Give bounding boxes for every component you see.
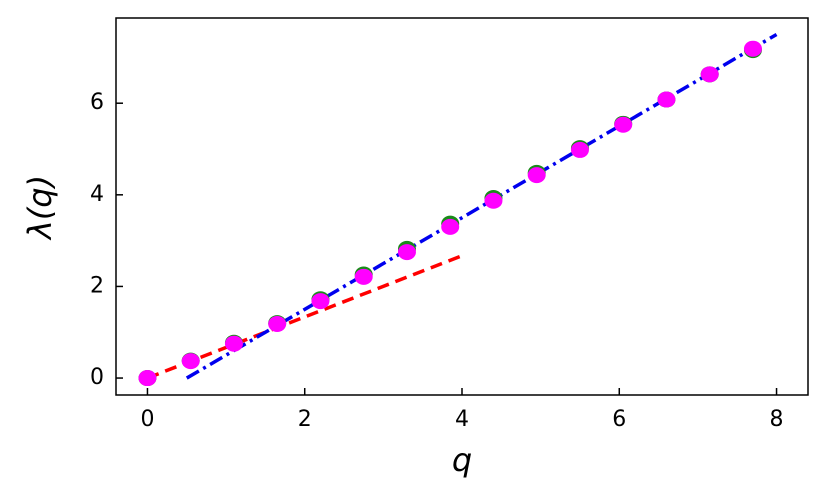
- x-axis-label: q: [452, 441, 472, 479]
- y-tick-label: 2: [90, 273, 104, 298]
- point: [570, 141, 589, 158]
- point: [181, 353, 200, 370]
- point: [224, 335, 243, 352]
- point: [484, 192, 503, 209]
- x-tick-label: 4: [455, 407, 469, 432]
- point: [614, 116, 633, 133]
- point: [527, 167, 546, 184]
- point: [743, 40, 762, 57]
- point: [700, 66, 719, 83]
- point: [138, 370, 157, 387]
- point: [441, 218, 460, 235]
- x-tick-label: 6: [612, 407, 626, 432]
- point: [397, 244, 416, 261]
- y-tick-label: 0: [90, 365, 104, 390]
- y-axis-label: λ(q): [21, 175, 59, 241]
- x-tick-label: 8: [770, 407, 784, 432]
- y-tick-label: 4: [90, 182, 104, 207]
- y-tick-label: 6: [90, 90, 104, 115]
- point: [268, 315, 287, 332]
- point: [657, 91, 676, 108]
- x-tick-label: 2: [298, 407, 312, 432]
- plot-frame: [115, 17, 809, 396]
- point: [354, 268, 373, 285]
- point: [311, 293, 330, 310]
- x-tick-label: 0: [140, 407, 154, 432]
